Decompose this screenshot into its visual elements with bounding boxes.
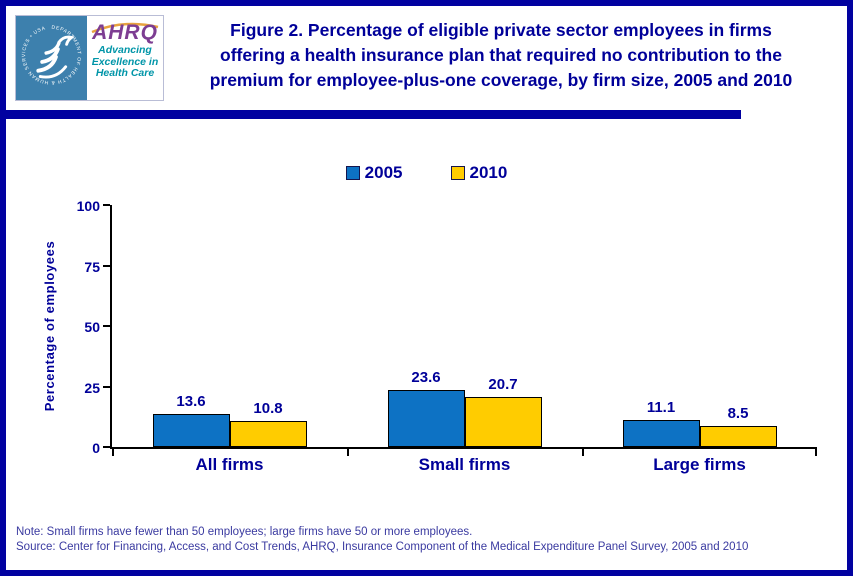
plot-area: 0 25 50 75 100 13.6 10.8 All firms 23.6 20.7 Small… (77, 198, 817, 474)
legend-item-2010: 2010 (450, 163, 508, 183)
category-label-all-firms: All firms (195, 455, 264, 474)
x-axis-tick-1 (347, 449, 349, 456)
value-label-2005-large-firms: 11.1 (646, 399, 676, 416)
legend-label-2010: 2010 (469, 163, 508, 182)
footnotes: Note: Small firms have fewer than 50 emp… (16, 525, 748, 555)
y-axis-tick-0 (103, 446, 110, 448)
y-axis-tick-75 (103, 264, 110, 267)
y-tick-label-25: 25 (84, 379, 100, 396)
bar-2005-small-firms (387, 390, 465, 447)
x-axis-tick-0 (112, 449, 114, 456)
hhs-eagle-icon (36, 35, 75, 79)
y-axis-tick-50 (103, 325, 110, 327)
bar-2005-all-firms (152, 414, 230, 447)
legend: 2005 2010 (6, 163, 847, 183)
y-tick-label-75: 75 (84, 258, 100, 275)
ahrq-tagline: Advancing Excellence in Health Care (87, 44, 163, 80)
ahrq-arc-icon (91, 22, 159, 33)
hhs-seal: DEPARTMENT OF HEALTH & HUMAN SERVICES • … (16, 16, 87, 100)
y-tick-label-0: 0 (92, 440, 100, 456)
tagline-line: Advancing (98, 44, 152, 56)
y-tick-label-50: 50 (84, 319, 100, 335)
bar-2010-small-firms (464, 397, 542, 447)
hhs-seal-icon: DEPARTMENT OF HEALTH & HUMAN SERVICES • … (21, 25, 81, 86)
x-axis-tick-3 (815, 449, 817, 456)
bar-2010-large-firms (699, 426, 777, 447)
x-axis-tick-2 (582, 449, 584, 456)
legend-item-2005: 2005 (345, 163, 403, 183)
figure-title-line: premium for employee-plus-one coverage, … (209, 70, 793, 90)
note-line: Note: Small firms have fewer than 50 emp… (16, 526, 473, 538)
figure-title-line: Figure 2. Percentage of eligible private… (230, 20, 772, 40)
tagline-line: Excellence in (91, 55, 159, 68)
y-axis-tick-100 (103, 204, 110, 206)
ahrq-acronym: AHRQ (92, 21, 158, 44)
legend-swatch-2005 (345, 166, 360, 180)
value-label-2010-small-firms: 20.7 (488, 376, 518, 393)
figure-title: Figure 2. Percentage of eligible private… (156, 18, 846, 93)
header-divider-bar (6, 110, 741, 119)
figure-title-line: offering a health insurance plan that re… (220, 45, 782, 65)
ahrq-logo: AHRQ Advancing Excellence in Health Care (87, 16, 163, 100)
category-label-small-firms: Small firms (418, 455, 511, 474)
legend-label-2005: 2005 (364, 163, 403, 182)
y-axis-tick-25 (103, 385, 110, 388)
bar-2010-all-firms (229, 421, 307, 447)
value-label-2005-small-firms: 23.6 (411, 369, 441, 386)
value-label-2010-all-firms: 10.8 (253, 400, 283, 417)
bar-2005-large-firms (622, 420, 700, 447)
legend-swatch-2010 (450, 166, 465, 180)
y-tick-label-100: 100 (76, 198, 100, 214)
value-label-2010-large-firms: 8.5 (727, 405, 749, 422)
category-label-large-firms: Large firms (653, 455, 746, 474)
source-line: Source: Center for Financing, Access, an… (16, 541, 749, 553)
tagline-line: Health Care (95, 67, 155, 79)
hhs-ahrq-logo: DEPARTMENT OF HEALTH & HUMAN SERVICES • … (15, 15, 164, 101)
value-label-2005-all-firms: 13.6 (176, 393, 206, 410)
